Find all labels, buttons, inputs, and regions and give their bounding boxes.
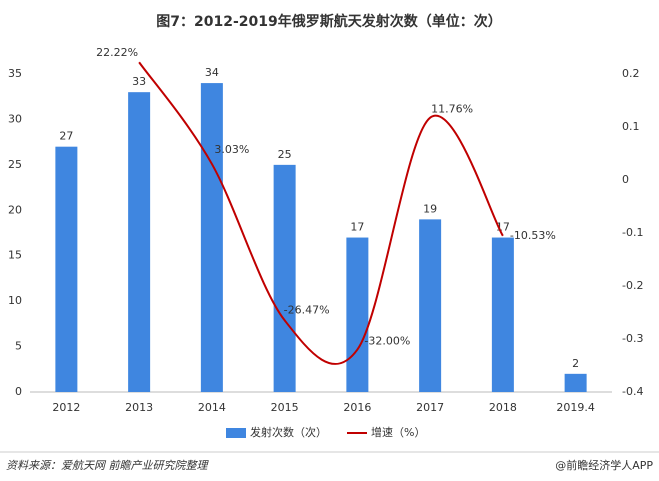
y-tick-label: 0 [15, 385, 22, 398]
x-tick-label: 2017 [416, 401, 444, 414]
legend-label: 增速（%） [371, 425, 425, 439]
x-tick-label: 2016 [343, 401, 371, 414]
x-tick-label: 2019.4 [556, 401, 595, 414]
y-tick-label: 35 [8, 67, 22, 80]
line-label: 11.76% [431, 103, 473, 116]
line-label: 22.22% [96, 46, 138, 59]
chart-title: 图7：2012-2019年俄罗斯航天发射次数（单位：次） [156, 13, 501, 30]
bar-label: 25 [278, 148, 292, 161]
bar [200, 83, 223, 392]
y-tick-label: 20 [8, 203, 22, 216]
x-tick-label: 2018 [489, 401, 517, 414]
bar-label: 19 [423, 202, 437, 215]
bar [564, 373, 587, 392]
y2-tick-label: -0.2 [622, 279, 643, 292]
y-tick-label: 5 [15, 340, 22, 353]
line-label: -32.00% [364, 335, 410, 348]
y2-tick-label: 0.2 [622, 67, 640, 80]
bar [419, 219, 442, 392]
x-tick-label: 2013 [125, 401, 153, 414]
x-tick-label: 2012 [52, 401, 80, 414]
bar-label: 27 [59, 130, 73, 143]
source: 资料来源：爱航天网 前瞻产业研究院整理 [6, 459, 209, 472]
y-tick-label: 30 [8, 112, 22, 125]
x-tick-label: 2014 [198, 401, 226, 414]
y-tick-label: 25 [8, 158, 22, 171]
legend-label: 发射次数（次） [250, 425, 327, 439]
brand: @前瞻经济学人APP [555, 458, 653, 472]
y2-tick-label: 0 [622, 173, 629, 186]
bar-label: 17 [350, 221, 364, 234]
bar [128, 92, 151, 393]
y2-tick-label: -0.3 [622, 332, 643, 345]
line-label: -26.47% [284, 303, 330, 316]
legend-swatch [226, 428, 246, 438]
line [138, 61, 504, 365]
y2-tick-label: -0.4 [622, 385, 643, 398]
bar [55, 146, 78, 392]
bar [346, 237, 369, 392]
y-tick-label: 10 [8, 294, 22, 307]
y-tick-label: 15 [8, 249, 22, 262]
bar-label: 2 [572, 357, 579, 370]
y2-tick-label: -0.1 [622, 226, 643, 239]
bar [273, 164, 296, 392]
x-tick-label: 2015 [271, 401, 299, 414]
bar-label: 34 [205, 66, 219, 79]
line-label: -10.53% [510, 229, 556, 242]
bar [491, 237, 514, 392]
y2-tick-label: 0.1 [622, 120, 640, 133]
bar-label: 33 [132, 75, 146, 88]
line-label: 3.03% [214, 143, 249, 156]
